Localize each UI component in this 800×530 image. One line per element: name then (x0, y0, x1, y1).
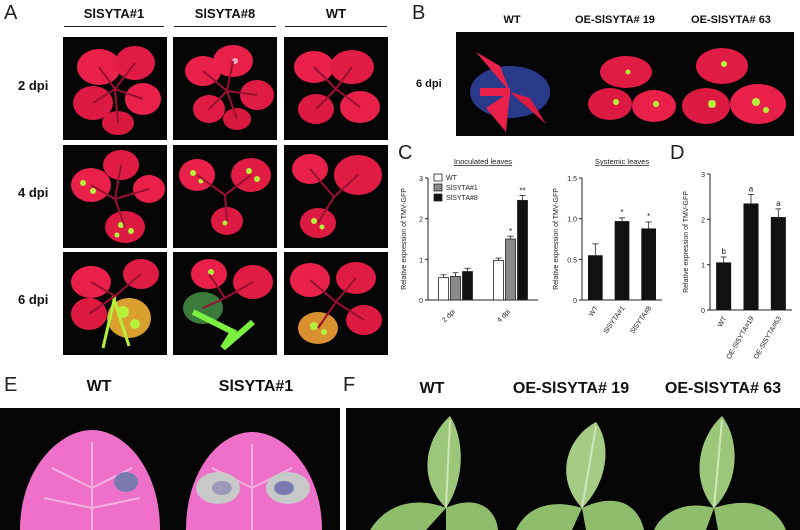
significance-mark: b (721, 247, 726, 256)
significance-mark: ** (519, 186, 525, 195)
bar (614, 221, 630, 300)
y-tick-label: 0.5 (567, 257, 577, 264)
legend-swatch (433, 183, 443, 192)
bar (588, 255, 603, 300)
chart-systemic: 0 0.5 1.0 1.5 Relative expression of TMV-GFP… (548, 150, 668, 370)
panel-letter-f: F (343, 374, 356, 396)
legend-label: WT (446, 175, 458, 182)
chart-title: Systemic leaves (595, 157, 649, 166)
bar (493, 260, 504, 301)
significance-mark: a (749, 184, 754, 193)
significance-mark: a (776, 199, 781, 208)
panel-a-row-label: 6 dpi (18, 292, 49, 307)
y-tick-label: 3 (419, 176, 423, 183)
panel-b-col-header: WT (503, 14, 521, 26)
y-axis-label: Relative expression of TMV-GFP (553, 188, 560, 290)
x-tick-label: SlSYTA#8 (629, 305, 653, 335)
legend-label: SlSYTA#1 (446, 185, 478, 192)
x-tick-label: WT (717, 315, 729, 329)
panel-e-col-header: SlSYTA#1 (218, 378, 294, 395)
panel-a-photo-wt-4dpi (284, 145, 388, 248)
y-tick-label: 2 (419, 217, 423, 224)
panel-f-col-header: WT (419, 380, 445, 397)
bar (716, 262, 732, 310)
panel-a-col-header: WT (325, 6, 347, 21)
panel-a-col-header: SlSYTA#8 (194, 6, 256, 21)
legend-swatch (433, 193, 443, 202)
panel-a-photo-syta8-6dpi (173, 252, 277, 355)
panel-a-photo-syta1-2dpi (63, 37, 167, 140)
significance-mark: * (647, 212, 650, 221)
y-tick-label: 2 (701, 217, 705, 224)
y-tick-label: 0 (573, 298, 577, 305)
x-tick-label: OE-SlSYTA#19 (726, 315, 756, 360)
panel-a-photo-syta8-4dpi (173, 145, 277, 248)
bar (743, 203, 759, 310)
panel-a-col-rule (174, 26, 276, 27)
y-axis-label: Relative expression of TMV-GFP (401, 188, 408, 290)
panel-f-photo (346, 408, 800, 530)
y-axis-label: Relative expression of TMV-GFP (683, 191, 690, 293)
panel-a-photo-syta1-6dpi (63, 252, 167, 355)
panel-letter-e: E (4, 374, 18, 396)
panel-a-photo-syta8-2dpi (173, 37, 277, 140)
panel-letter-c: C (398, 142, 413, 164)
legend-swatch (433, 173, 443, 182)
panel-a-photo-wt-6dpi (284, 252, 388, 355)
y-tick-label: 1 (701, 263, 705, 270)
x-tick-label: SlSYTA#1 (603, 305, 627, 335)
bar (505, 238, 516, 301)
legend-label: SlSYTA#8 (446, 195, 478, 202)
y-tick-label: 3 (701, 172, 705, 179)
panel-letter-a: A (4, 2, 18, 24)
chart-overexpression: 0 1 2 3 Relative expression of TMV-GFP b WT a OE… (680, 150, 798, 375)
x-tick-label: 2 dpi (441, 308, 457, 324)
x-tick-label: 4 dpi (496, 308, 512, 324)
significance-mark: * (620, 208, 623, 217)
panel-f-col-header: OE-SlSYTA# 19 (512, 380, 630, 397)
y-tick-label: 1.0 (567, 217, 577, 224)
panel-a-col-rule (64, 26, 164, 27)
y-tick-label: 0 (701, 308, 705, 315)
panel-e-photo (0, 408, 340, 530)
chart-inoculated: 0 1 2 3 Relative expression of TMV-GFP Inocul… (398, 150, 544, 370)
panel-a-row-label: 4 dpi (18, 185, 49, 200)
bar (438, 277, 449, 301)
panel-b-photo (456, 32, 794, 136)
bar (517, 199, 528, 301)
panel-a-photo-wt-2dpi (284, 37, 388, 140)
y-tick-label: 0 (419, 298, 423, 305)
x-tick-label: WT (588, 305, 600, 319)
panel-b-col-header: OE-SlSYTA# 19 (575, 14, 655, 26)
panel-e-col-header: WT (86, 378, 112, 395)
panel-letter-b: B (412, 2, 426, 24)
x-tick-label: OE-SlSYTA#63 (753, 315, 783, 360)
panel-b-col-header: OE-SlSYTA# 63 (691, 14, 771, 26)
panel-b-row-label: 6 dpi (416, 78, 442, 90)
panel-a-photo-syta1-4dpi (63, 145, 167, 248)
y-tick-label: 1 (419, 257, 423, 264)
bar (462, 271, 473, 301)
significance-mark: * (509, 227, 512, 236)
panel-f-col-header: OE-SlSYTA# 63 (664, 380, 782, 397)
bar (450, 276, 461, 301)
panel-letter-d: D (670, 142, 685, 164)
y-tick-label: 1.5 (567, 176, 577, 183)
chart-title: Inoculated leaves (454, 157, 513, 166)
panel-a-col-rule (285, 26, 387, 27)
panel-a-row-label: 2 dpi (18, 78, 49, 93)
bar (770, 217, 786, 310)
bar (641, 228, 656, 300)
panel-a-col-header: SlSYTA#1 (83, 6, 145, 21)
